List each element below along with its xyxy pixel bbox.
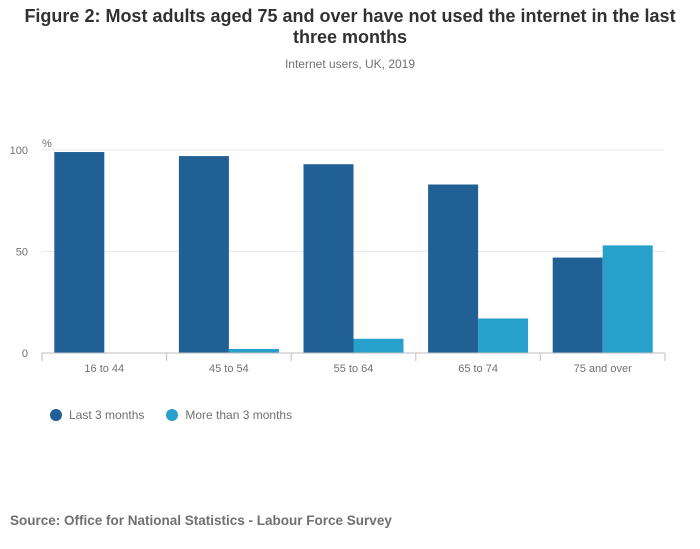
x-tick-label-2: 55 to 64 bbox=[334, 363, 374, 375]
x-tick-label-3: 65 to 74 bbox=[458, 363, 498, 375]
legend-swatch-more-than-3-months bbox=[166, 409, 179, 421]
legend-label-last-3-months: Last 3 months bbox=[69, 408, 145, 422]
x-tick-label-4: 75 and over bbox=[574, 363, 632, 375]
bar-last-3-months-3 bbox=[428, 184, 479, 353]
y-tick-label-50: 50 bbox=[16, 247, 28, 259]
bar-more-than-3-months-4 bbox=[602, 245, 653, 353]
chart-title: Figure 2: Most adults aged 75 and over h… bbox=[24, 6, 676, 47]
legend-item-more-than-3-months[interactable]: More than 3 months bbox=[166, 408, 292, 422]
bar-last-3-months-0 bbox=[54, 152, 105, 353]
legend-label-more-than-3-months: More than 3 months bbox=[185, 408, 293, 422]
bar-more-than-3-months-2 bbox=[353, 338, 404, 353]
source-note: Source: Office for National Statistics -… bbox=[10, 513, 392, 528]
legend: Last 3 months More than 3 months bbox=[50, 408, 314, 422]
bar-more-than-3-months-3 bbox=[478, 318, 529, 353]
x-tick-label-0: 16 to 44 bbox=[84, 363, 124, 375]
bar-chart: 0 50 100% 16 to 44 45 to 54 55 to 64 65 to 74 7… bbox=[10, 138, 666, 375]
bar-last-3-months-4 bbox=[552, 257, 603, 353]
bar-more-than-3-months-1 bbox=[228, 348, 279, 353]
chart-subtitle: Internet users, UK, 2019 bbox=[284, 57, 416, 71]
y-tick-label-0: 0 bbox=[22, 348, 28, 360]
legend-swatch-last-3-months bbox=[50, 409, 62, 421]
x-tick-label-1: 45 to 54 bbox=[209, 363, 249, 375]
legend-item-last-3-months[interactable]: Last 3 months bbox=[50, 408, 144, 422]
bar-last-3-months-1 bbox=[178, 156, 229, 353]
y-axis-unit-label: % bbox=[42, 138, 52, 150]
bar-last-3-months-2 bbox=[303, 164, 354, 353]
y-tick-label-100: 100 bbox=[10, 145, 28, 157]
